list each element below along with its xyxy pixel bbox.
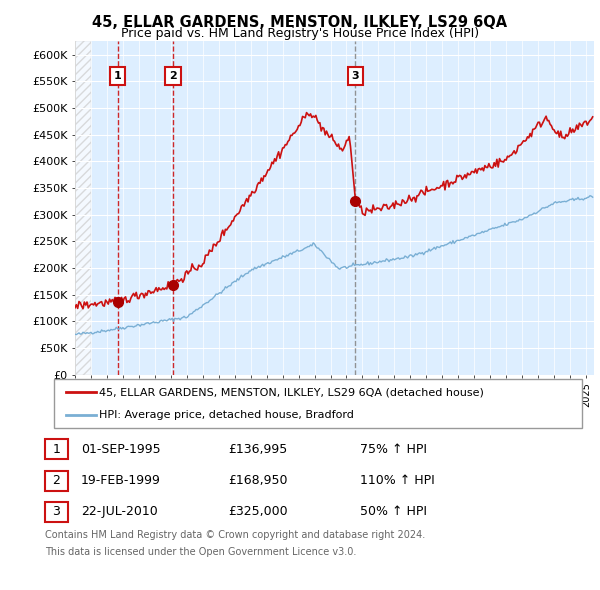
Text: 45, ELLAR GARDENS, MENSTON, ILKLEY, LS29 6QA (detached house): 45, ELLAR GARDENS, MENSTON, ILKLEY, LS29… — [99, 388, 484, 398]
Text: 22-JUL-2010: 22-JUL-2010 — [81, 505, 158, 519]
Text: 01-SEP-1995: 01-SEP-1995 — [81, 442, 161, 456]
Text: 3: 3 — [352, 71, 359, 81]
Text: Price paid vs. HM Land Registry's House Price Index (HPI): Price paid vs. HM Land Registry's House … — [121, 27, 479, 40]
Text: 75% ↑ HPI: 75% ↑ HPI — [360, 442, 427, 456]
Text: 110% ↑ HPI: 110% ↑ HPI — [360, 474, 435, 487]
Text: 1: 1 — [52, 442, 61, 456]
Text: HPI: Average price, detached house, Bradford: HPI: Average price, detached house, Brad… — [99, 409, 354, 419]
Text: Contains HM Land Registry data © Crown copyright and database right 2024.: Contains HM Land Registry data © Crown c… — [45, 530, 425, 540]
Text: 19-FEB-1999: 19-FEB-1999 — [81, 474, 161, 487]
Text: 45, ELLAR GARDENS, MENSTON, ILKLEY, LS29 6QA: 45, ELLAR GARDENS, MENSTON, ILKLEY, LS29… — [92, 15, 508, 30]
Text: 1: 1 — [114, 71, 122, 81]
Text: 50% ↑ HPI: 50% ↑ HPI — [360, 505, 427, 519]
Text: This data is licensed under the Open Government Licence v3.0.: This data is licensed under the Open Gov… — [45, 547, 356, 557]
Text: £325,000: £325,000 — [228, 505, 287, 519]
Text: 2: 2 — [52, 474, 61, 487]
Text: 3: 3 — [52, 505, 61, 519]
Text: £136,995: £136,995 — [228, 442, 287, 456]
Text: 2: 2 — [169, 71, 177, 81]
Text: £168,950: £168,950 — [228, 474, 287, 487]
